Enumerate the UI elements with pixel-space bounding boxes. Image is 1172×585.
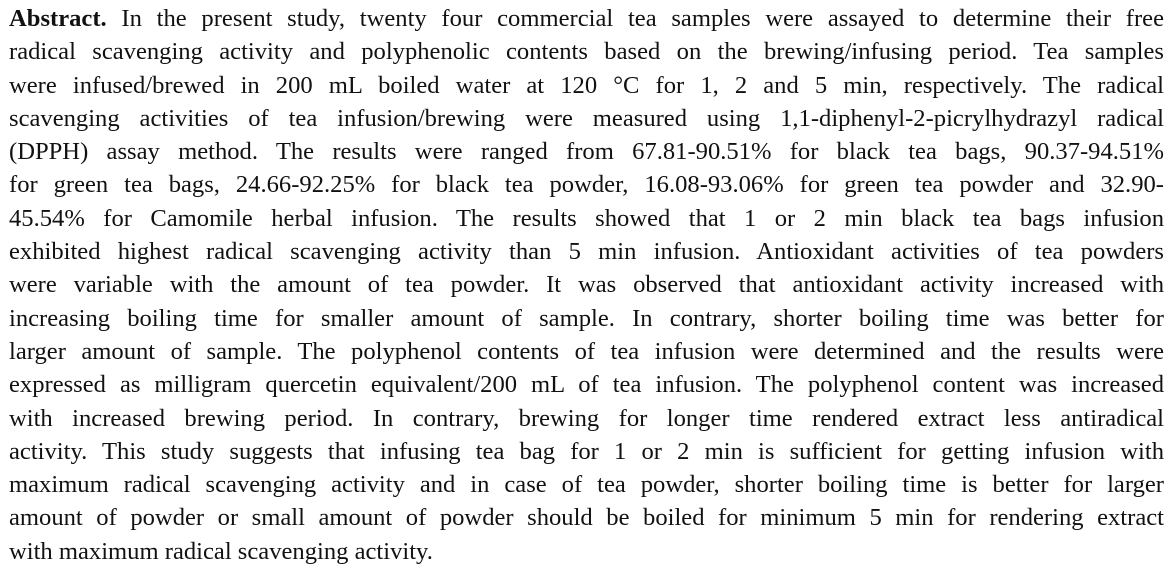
text-line: for green tea bags, 24.66-92.25% for bla… bbox=[9, 168, 1164, 201]
abstract-text: exhibited highest radical scavenging act… bbox=[9, 238, 1164, 266]
abstract-text: amount of powder or small amount of powd… bbox=[9, 504, 1164, 532]
text-line: expressed as milligram quercetin equival… bbox=[9, 368, 1164, 401]
abstract-text: for green tea bags, 24.66-92.25% for bla… bbox=[9, 171, 1164, 199]
abstract-text: with maximum radical scavenging activity… bbox=[9, 537, 433, 565]
text-line: radical scavenging activity and polyphen… bbox=[9, 35, 1164, 68]
text-line: were infused/brewed in 200 mL boiled wat… bbox=[9, 69, 1164, 102]
abstract-text: expressed as milligram quercetin equival… bbox=[9, 371, 1164, 399]
text-line: were variable with the amount of tea pow… bbox=[9, 268, 1164, 301]
abstract-text: maximum radical scavenging activity and … bbox=[9, 471, 1164, 499]
text-line: with increased brewing period. In contra… bbox=[9, 402, 1164, 435]
text-line: Abstract. In the present study, twenty f… bbox=[9, 2, 1164, 35]
text-line: activity. This study suggests that infus… bbox=[9, 435, 1164, 468]
abstract-text: activity. This study suggests that infus… bbox=[9, 437, 1164, 465]
text-line: 45.54% for Camomile herbal infusion. The… bbox=[9, 202, 1164, 235]
abstract-text: with increased brewing period. In contra… bbox=[9, 404, 1164, 432]
abstract-text: larger amount of sample. The polyphenol … bbox=[9, 337, 1164, 365]
text-line: increasing boiling time for smaller amou… bbox=[9, 302, 1164, 335]
abstract-text: scavenging activities of tea infusion/br… bbox=[9, 104, 1164, 132]
text-line: (DPPH) assay method. The results were ra… bbox=[9, 135, 1164, 168]
abstract: Abstract. In the present study, twenty f… bbox=[9, 2, 1164, 568]
text-line: maximum radical scavenging activity and … bbox=[9, 468, 1164, 501]
abstract-text: radical scavenging activity and polyphen… bbox=[9, 38, 1164, 66]
text-line: scavenging activities of tea infusion/br… bbox=[9, 102, 1164, 135]
abstract-text: increasing boiling time for smaller amou… bbox=[9, 304, 1164, 332]
abstract-text: were infused/brewed in 200 mL boiled wat… bbox=[9, 71, 1164, 99]
abstract-text: In the present study, twenty four commer… bbox=[121, 5, 1164, 32]
text-line: larger amount of sample. The polyphenol … bbox=[9, 335, 1164, 368]
text-line: with maximum radical scavenging activity… bbox=[9, 535, 1164, 568]
text-line: amount of powder or small amount of powd… bbox=[9, 501, 1164, 534]
text-line: exhibited highest radical scavenging act… bbox=[9, 235, 1164, 268]
abstract-label: Abstract. bbox=[9, 5, 107, 32]
abstract-text: 45.54% for Camomile herbal infusion. The… bbox=[9, 204, 1164, 232]
abstract-text: (DPPH) assay method. The results were ra… bbox=[9, 138, 1164, 166]
abstract-text: were variable with the amount of tea pow… bbox=[9, 271, 1164, 299]
